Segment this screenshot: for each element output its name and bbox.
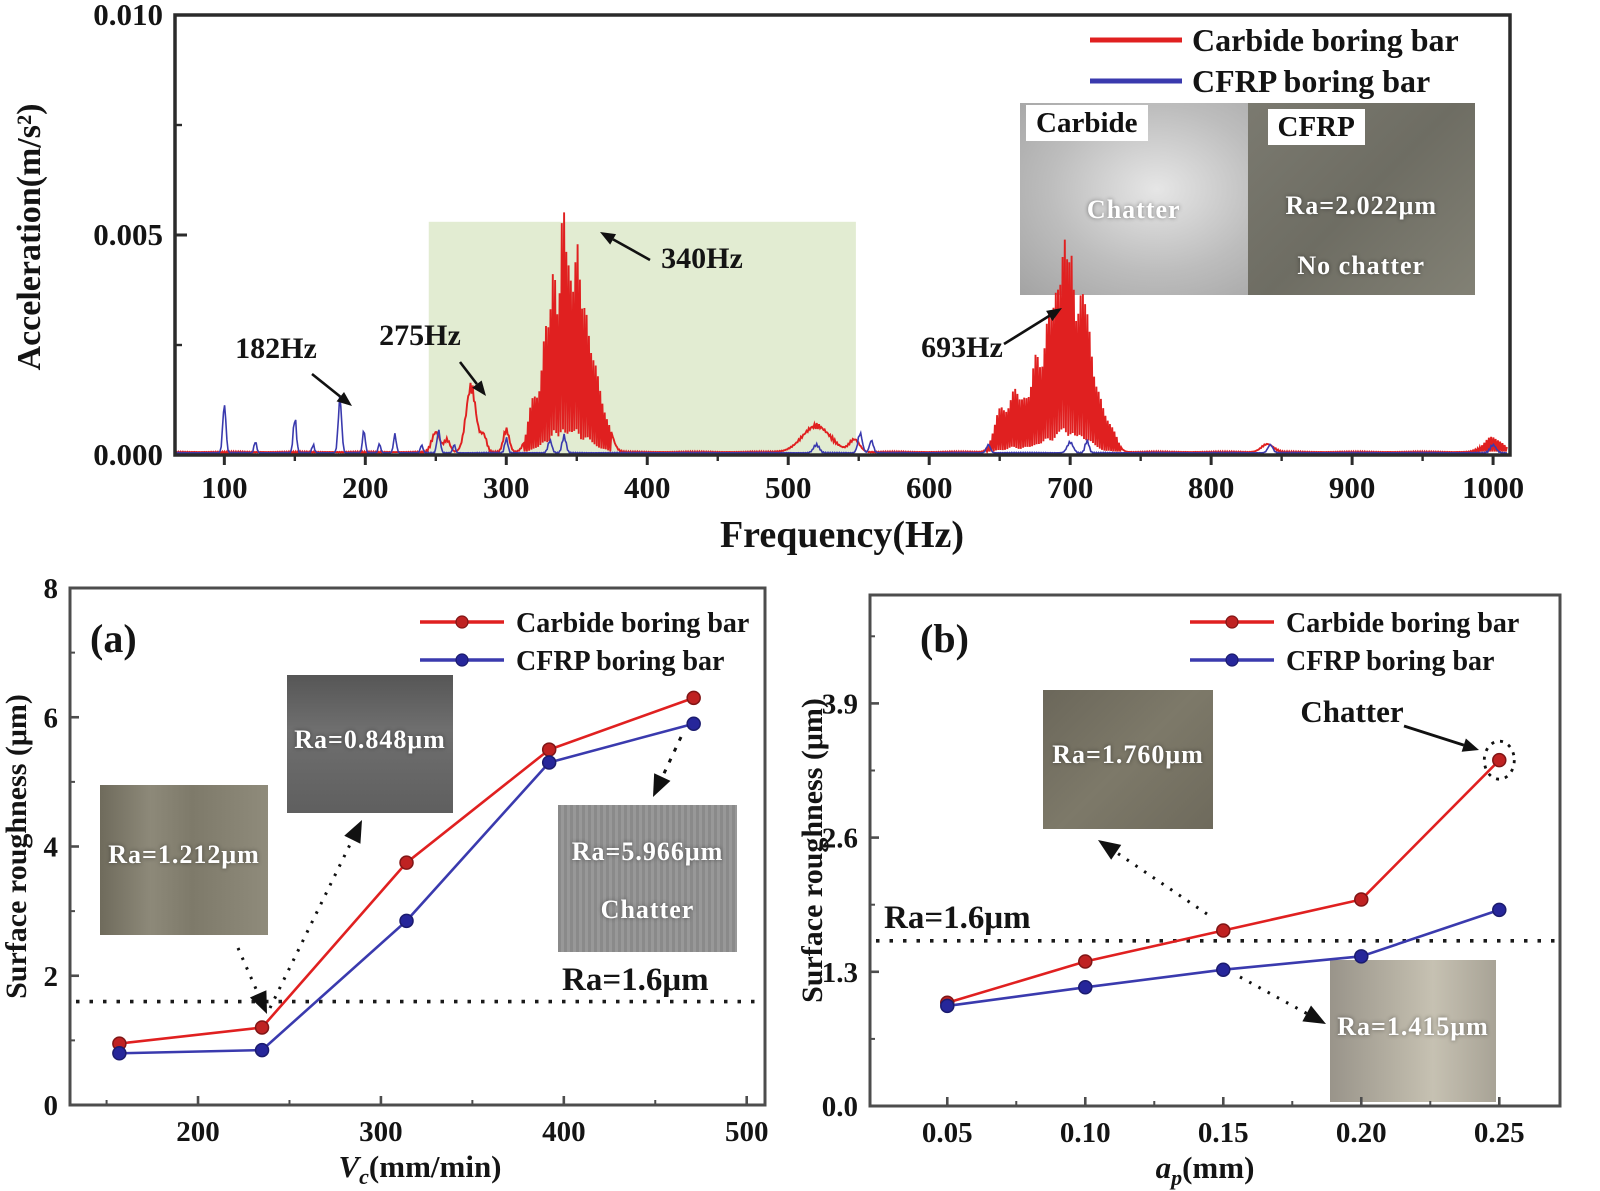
y-tick-label: 0 [44,1090,59,1122]
x-tick-label: 0.20 [1336,1117,1387,1149]
y-tick-label: 0.005 [93,217,163,252]
surface-comparison-photo: Carbide Chatter CFRP Ra=2.022μm No chatt… [1020,103,1475,295]
data-point-cfrp [1492,902,1507,918]
data-point-carbide [541,742,557,757]
x-axis-title: Vc(mm/min) [338,1149,501,1189]
data-point-carbide [1354,892,1369,907]
x-tick-label: 400 [542,1116,586,1148]
y-tick-label: 0.000 [93,437,163,472]
x-tick-label: 700 [1047,470,1094,505]
data-point-cfrp [399,913,414,929]
chatter-annotation: Chatter [1300,694,1404,729]
data-point-cfrp [686,716,701,731]
y-tick-label: 4 [44,832,59,864]
cfrp-photo-ra-value: Ra=2.022μm [1285,191,1437,220]
series-line-cfrp [119,722,695,1055]
panel-label: (a) [90,616,137,661]
x-tick-label: 100 [201,470,248,505]
photo-ra-value: Ra=0.848μm [294,725,446,754]
spectrum-chart: 100 200 300 400 500 600 700 800 900 1000 0.000 0.00… [11,0,1524,556]
photo-ra-value: Ra=1.760μm [1052,740,1204,769]
y-axis-title: Acceleration(m/s²) [11,104,48,371]
peak-annotation: 340Hz [661,242,743,275]
x-tick-label: 0.05 [922,1117,973,1149]
peak-annotation: 182Hz [235,332,317,365]
ra-threshold-label: Ra=1.6μm [562,962,709,998]
y-axis-title: Surface roughness (μm) [0,694,33,999]
x-tick-label: 900 [1329,470,1376,505]
panel-a-photo-ra-1-212: Ra=1.212μm [100,785,268,935]
cfrp-surface-photo: CFRP Ra=2.022μm No chatter [1247,103,1475,295]
data-point-cfrp [1354,949,1369,964]
x-tick-label: 400 [624,470,671,505]
x-axis-title: Frequency(Hz) [720,514,964,556]
spectrum-cfrp [174,395,1508,456]
carbide-photo-caption: Chatter [1086,195,1181,224]
carbide-surface-photo: Carbide Chatter [1020,103,1248,295]
data-point-carbide [1492,752,1507,768]
y-tick-label: 6 [44,702,59,734]
cfrp-photo-caption: No chatter [1297,251,1426,280]
panel-b-photo-ra-1-760: Ra=1.760μm [1043,690,1213,829]
x-tick-label: 600 [906,470,953,505]
x-tick-label: 500 [765,470,812,505]
data-point-cfrp [1078,980,1093,995]
data-point-carbide [399,855,414,870]
x-tick-label: 300 [483,470,530,505]
chatter-point-circle [1482,739,1516,781]
x-tick-label: 500 [725,1116,769,1148]
y-tick-label: 1.3 [822,957,858,989]
carbide-photo-title: Carbide [1026,105,1148,141]
x-tick-label: 0.25 [1474,1117,1525,1149]
cfrp-photo-title: CFRP [1267,109,1365,145]
data-point-cfrp [541,755,557,770]
legend-cfrp: CFRP boring bar [1192,63,1430,99]
photo-ra-value: Ra=1.415μm [1337,1012,1489,1041]
chart-panel_a: 200 300 400 500 0 2 4 6 8 Ra=1.6μm (a) Carbide bori… [0,573,768,1189]
photo-ra-value: Ra=1.212μm [108,840,260,869]
data-point-cfrp [112,1046,127,1061]
y-tick-label: 2 [44,961,59,993]
data-point-cfrp [940,998,955,1014]
ra-threshold-label: Ra=1.6μm [884,900,1031,936]
x-tick-label: 1000 [1462,470,1524,505]
y-tick-label: 0.010 [93,0,163,32]
x-axis-title: ap(mm) [1156,1150,1255,1190]
data-point-carbide [1078,954,1093,969]
panel-label: (b) [920,616,969,661]
chatter-frequency-band [428,221,856,455]
x-tick-label: 200 [342,470,389,505]
x-tick-label: 200 [176,1116,220,1148]
data-point-carbide [686,690,701,706]
photo-ra-value: Ra=5.966μm [571,837,724,866]
y-tick-label: 0.0 [822,1091,858,1123]
x-tick-label: 0.15 [1198,1117,1249,1149]
legend-carbide: Carbide boring bar [1192,22,1459,58]
legend-carbide: Carbide boring bar [516,608,749,639]
peak-annotation: 693Hz [921,331,1003,364]
y-tick-label: 2.6 [822,823,858,855]
panel-b-photo-ra-1-415: Ra=1.415μm [1330,960,1496,1102]
legend-cfrp: CFRP boring bar [1286,646,1494,677]
x-tick-label: 800 [1188,470,1235,505]
x-tick-label: 300 [359,1116,403,1148]
data-point-cfrp [254,1042,270,1058]
chart-panel_b: 0.05 0.10 0.15 0.20 0.25 0.0 1.3 2.6 3.9 Ra=1.6μm… [796,593,1562,1190]
data-point-carbide [254,1020,270,1035]
panel-a-photo-ra-0-848: Ra=0.848μm [287,675,453,813]
panel-a-photo-ra-5-966: Ra=5.966μm Chatter [558,805,737,952]
peak-annotation: 275Hz [379,319,461,352]
photo-chatter-caption: Chatter [600,895,695,924]
y-tick-label: 3.9 [822,688,858,720]
y-tick-label: 8 [44,573,59,605]
data-point-cfrp [1216,962,1231,977]
legend-cfrp: CFRP boring bar [516,646,724,677]
data-point-carbide [1216,923,1231,938]
x-tick-label: 0.10 [1060,1117,1111,1149]
legend-carbide: Carbide boring bar [1286,608,1519,639]
y-axis-title: Surface roughness (μm) [796,698,829,1003]
